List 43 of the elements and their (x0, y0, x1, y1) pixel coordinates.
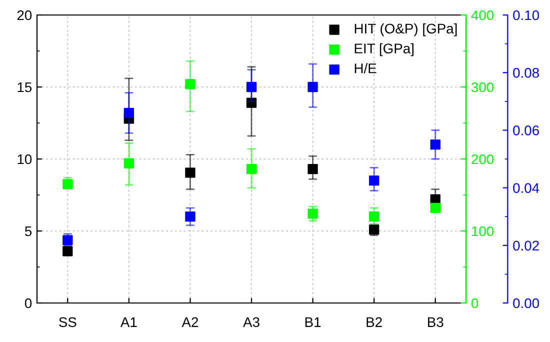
point (246, 82, 257, 92)
point (185, 212, 196, 222)
y-tick-label: 0 (24, 298, 32, 308)
point (368, 176, 380, 186)
point (185, 168, 196, 178)
point (246, 164, 257, 174)
x-tick-label: A3 (243, 317, 260, 328)
y3-tick-label: 0.04 (513, 183, 540, 193)
point (368, 212, 380, 222)
y-tick-label: 5 (24, 226, 32, 236)
legend-label: H/E (354, 63, 376, 74)
y2-tick-label: 300 (471, 82, 494, 92)
point (430, 202, 440, 214)
point (430, 140, 440, 150)
point (430, 194, 440, 204)
y2-tick-label: 100 (472, 226, 494, 236)
point (185, 79, 196, 90)
y3-tick-label: 0.08 (513, 68, 539, 78)
x-tick-label: SS (59, 317, 76, 328)
x-tick-label: B2 (366, 317, 382, 327)
y3-tick-label: 0.06 (513, 126, 539, 136)
legend-label: HIT (O&P) [GPa] (354, 23, 457, 36)
y2-tick-label: 400 (471, 10, 494, 20)
y-tick-label: 20 (17, 10, 32, 20)
point (62, 235, 73, 246)
legend-label: EIT [GPa] (354, 43, 414, 56)
y-tick-label: 15 (18, 82, 32, 92)
point (308, 82, 318, 92)
point (308, 208, 318, 219)
y2-tick-label: 0 (471, 298, 478, 308)
y3-tick-label: 0.02 (513, 240, 539, 251)
y3-tick-label: 0.10 (513, 10, 540, 20)
x-tick-label: B1 (305, 317, 321, 327)
y-tick-label: 10 (18, 154, 32, 164)
point (246, 98, 257, 108)
y3-tick-label: 0.00 (513, 298, 540, 308)
y2-tick-label: 200 (472, 154, 494, 164)
x-tick-label: A2 (182, 317, 198, 327)
point (308, 164, 318, 174)
point (124, 108, 134, 118)
point (124, 158, 134, 168)
x-tick-label: B3 (428, 317, 444, 328)
x-tick-label: A1 (120, 317, 137, 327)
